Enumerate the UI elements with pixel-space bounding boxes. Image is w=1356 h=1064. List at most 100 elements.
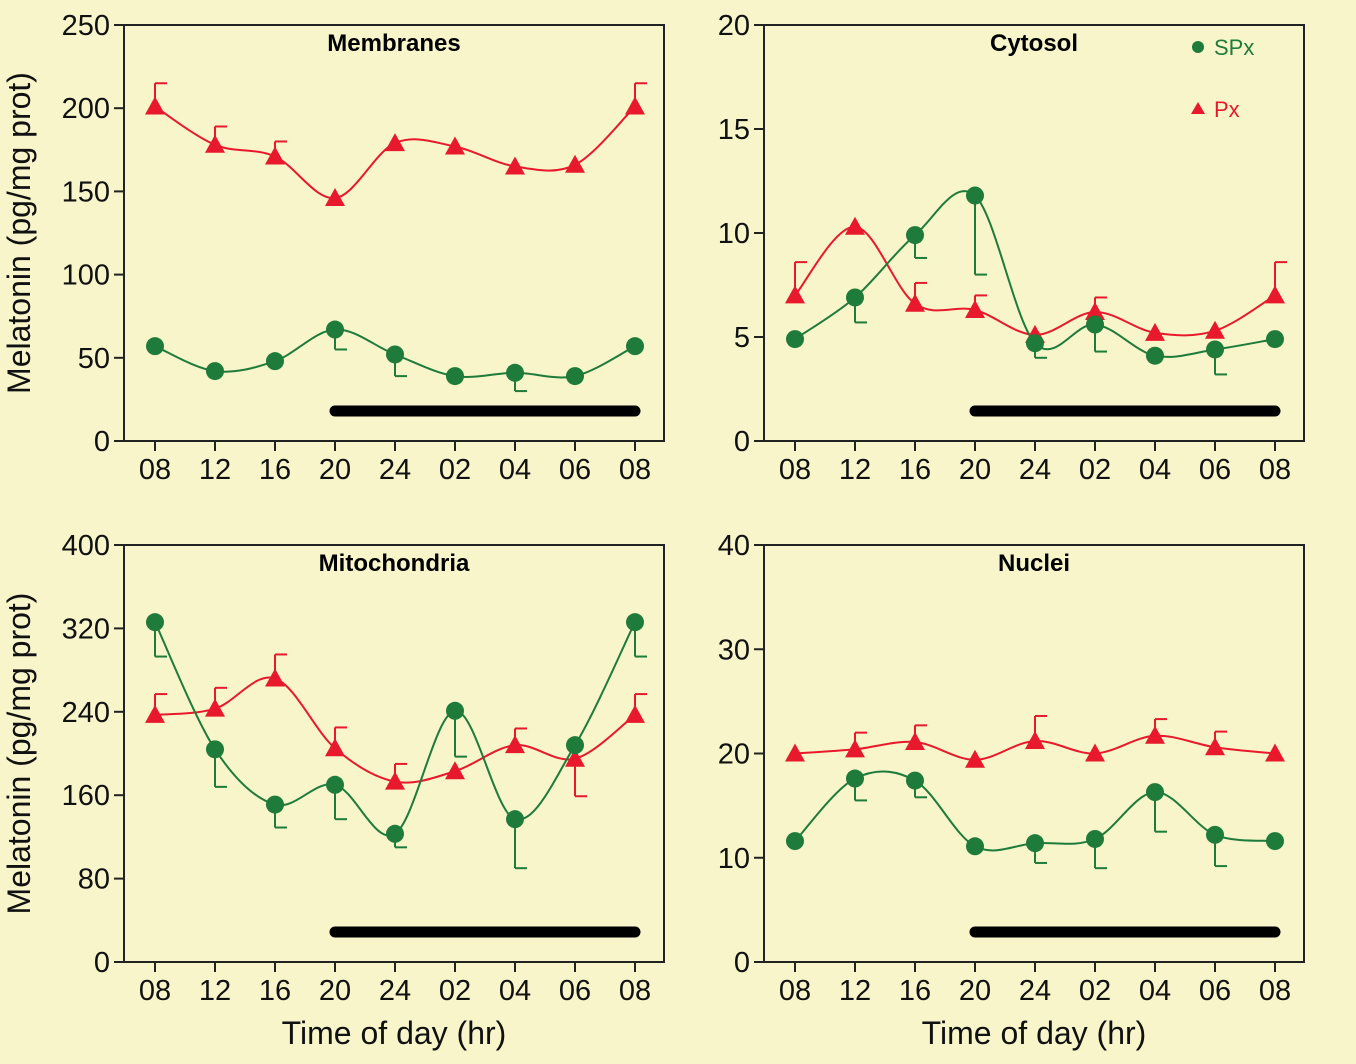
data-point-px [785, 743, 805, 762]
data-point-spx [206, 362, 224, 381]
x-tick-label: 04 [499, 975, 531, 1007]
data-point-spx [626, 613, 644, 632]
x-tick-label: 16 [259, 454, 291, 486]
y-tick-label: 100 [62, 260, 110, 292]
data-point-spx [1206, 825, 1224, 844]
data-point-px [1025, 730, 1045, 749]
y-tick-label: 250 [62, 10, 110, 42]
x-tick-label: 02 [1079, 975, 1111, 1007]
x-tick-label: 08 [779, 975, 811, 1007]
data-point-spx [146, 613, 164, 632]
data-point-px [325, 188, 345, 207]
data-point-px [385, 133, 405, 152]
series-px [145, 653, 647, 798]
x-tick-label: 24 [379, 975, 411, 1007]
data-point-spx [786, 832, 804, 851]
y-axis-title: Melatonin (pg/mg prot) [1, 72, 37, 394]
data-point-spx [1086, 829, 1104, 848]
data-point-px [265, 668, 285, 687]
legend: SPx Px [1191, 35, 1254, 122]
data-point-spx [266, 795, 284, 814]
x-tick-label: 12 [839, 975, 871, 1007]
data-point-px [1085, 743, 1105, 762]
data-point-px [505, 735, 525, 754]
legend-px-label: Px [1214, 97, 1240, 122]
y-tick-label: 160 [62, 780, 110, 812]
data-point-spx [1026, 834, 1044, 853]
data-point-spx [326, 775, 344, 794]
data-point-px [1265, 285, 1285, 304]
data-point-spx [1026, 334, 1044, 353]
data-point-spx [1266, 330, 1284, 349]
data-point-px [965, 749, 985, 768]
data-point-px [1145, 322, 1165, 341]
data-point-spx [966, 186, 984, 205]
series-px [785, 216, 1287, 343]
panel-title: Membranes [327, 30, 460, 57]
y-tick-label: 10 [718, 218, 750, 250]
x-tick-label: 24 [379, 454, 411, 486]
data-point-spx [1206, 340, 1224, 359]
y-tick-label: 50 [78, 343, 110, 375]
data-point-px [265, 146, 285, 165]
series-spx [146, 320, 644, 393]
x-axis-title: Time of day (hr) [282, 1015, 507, 1051]
data-point-px [845, 216, 865, 235]
data-point-spx [626, 337, 644, 356]
data-point-spx [206, 740, 224, 759]
x-tick-label: 20 [959, 454, 991, 486]
data-point-spx [1266, 832, 1284, 851]
series-px [145, 82, 647, 207]
data-point-spx [906, 771, 924, 790]
data-point-px [785, 285, 805, 304]
y-tick-label: 20 [718, 739, 750, 771]
data-point-px [1205, 737, 1225, 756]
cytosol-panel: Cytosol 0 5 10 15 20 08 12 16 20 24 02 04 06 08 [718, 10, 1305, 486]
membranes-panel: Membranes 0 50 100 150 200 250 08 12 16 20 24 02 04 06… [1, 10, 665, 486]
x-tick-label: 08 [1259, 975, 1291, 1007]
data-point-spx [1086, 315, 1104, 334]
x-tick-label: 12 [199, 975, 231, 1007]
y-tick-label: 0 [94, 426, 110, 458]
x-tick-label: 06 [559, 454, 591, 486]
x-axis-title: Time of day (hr) [922, 1015, 1147, 1051]
data-point-px [145, 704, 165, 723]
x-tick-label: 06 [1199, 975, 1231, 1007]
panel-title: Nuclei [998, 550, 1070, 577]
data-point-px [845, 739, 865, 758]
x-tick-label: 08 [139, 975, 171, 1007]
x-tick-label: 16 [899, 454, 931, 486]
series-spx [786, 769, 1284, 870]
x-tick-label: 24 [1019, 454, 1051, 486]
data-point-spx [846, 288, 864, 307]
series-spx [786, 186, 1284, 376]
data-point-spx [506, 363, 524, 382]
data-point-px [505, 156, 525, 175]
x-tick-label: 08 [779, 454, 811, 486]
x-tick-label: 04 [499, 454, 531, 486]
legend-px-marker [1191, 102, 1205, 114]
y-tick-label: 240 [62, 697, 110, 729]
data-point-spx [146, 337, 164, 356]
y-tick-label: 400 [62, 530, 110, 562]
y-tick-label: 0 [94, 947, 110, 979]
x-tick-label: 20 [319, 454, 351, 486]
data-point-px [905, 732, 925, 751]
y-tick-label: 30 [718, 634, 750, 666]
y-tick-label: 200 [62, 93, 110, 125]
x-tick-label: 08 [1259, 454, 1291, 486]
series-px [785, 714, 1285, 768]
data-point-px [1085, 302, 1105, 321]
x-tick-label: 02 [1079, 454, 1111, 486]
data-point-spx [1146, 783, 1164, 802]
data-point-spx [1146, 346, 1164, 365]
x-tick-label: 04 [1139, 975, 1171, 1007]
data-point-px [1205, 320, 1225, 339]
data-point-spx [446, 367, 464, 386]
data-point-px [565, 154, 585, 173]
y-tick-label: 150 [62, 176, 110, 208]
series-spx [146, 613, 647, 870]
data-point-spx [446, 701, 464, 720]
x-tick-label: 04 [1139, 454, 1171, 486]
